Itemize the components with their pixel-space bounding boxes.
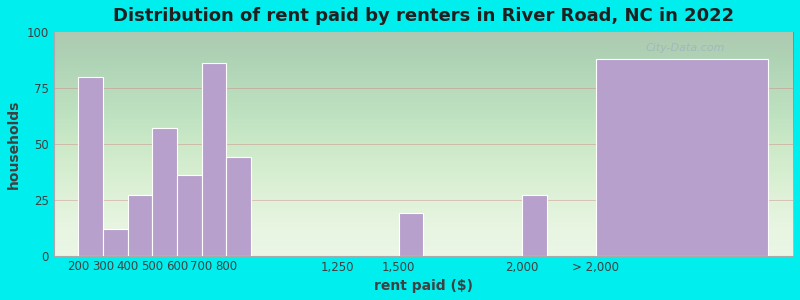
X-axis label: rent paid ($): rent paid ($) [374, 279, 473, 293]
Title: Distribution of rent paid by renters in River Road, NC in 2022: Distribution of rent paid by renters in … [113, 7, 734, 25]
Bar [398, 213, 423, 256]
Bar [177, 175, 202, 256]
Text: City-Data.com: City-Data.com [645, 43, 725, 53]
Bar [152, 128, 177, 256]
Bar [226, 157, 250, 256]
Bar [127, 195, 152, 256]
Bar [78, 77, 103, 256]
Bar [202, 63, 226, 256]
Y-axis label: households: households [7, 99, 21, 188]
Bar [596, 59, 769, 256]
Bar [522, 195, 546, 256]
Bar [103, 229, 127, 256]
